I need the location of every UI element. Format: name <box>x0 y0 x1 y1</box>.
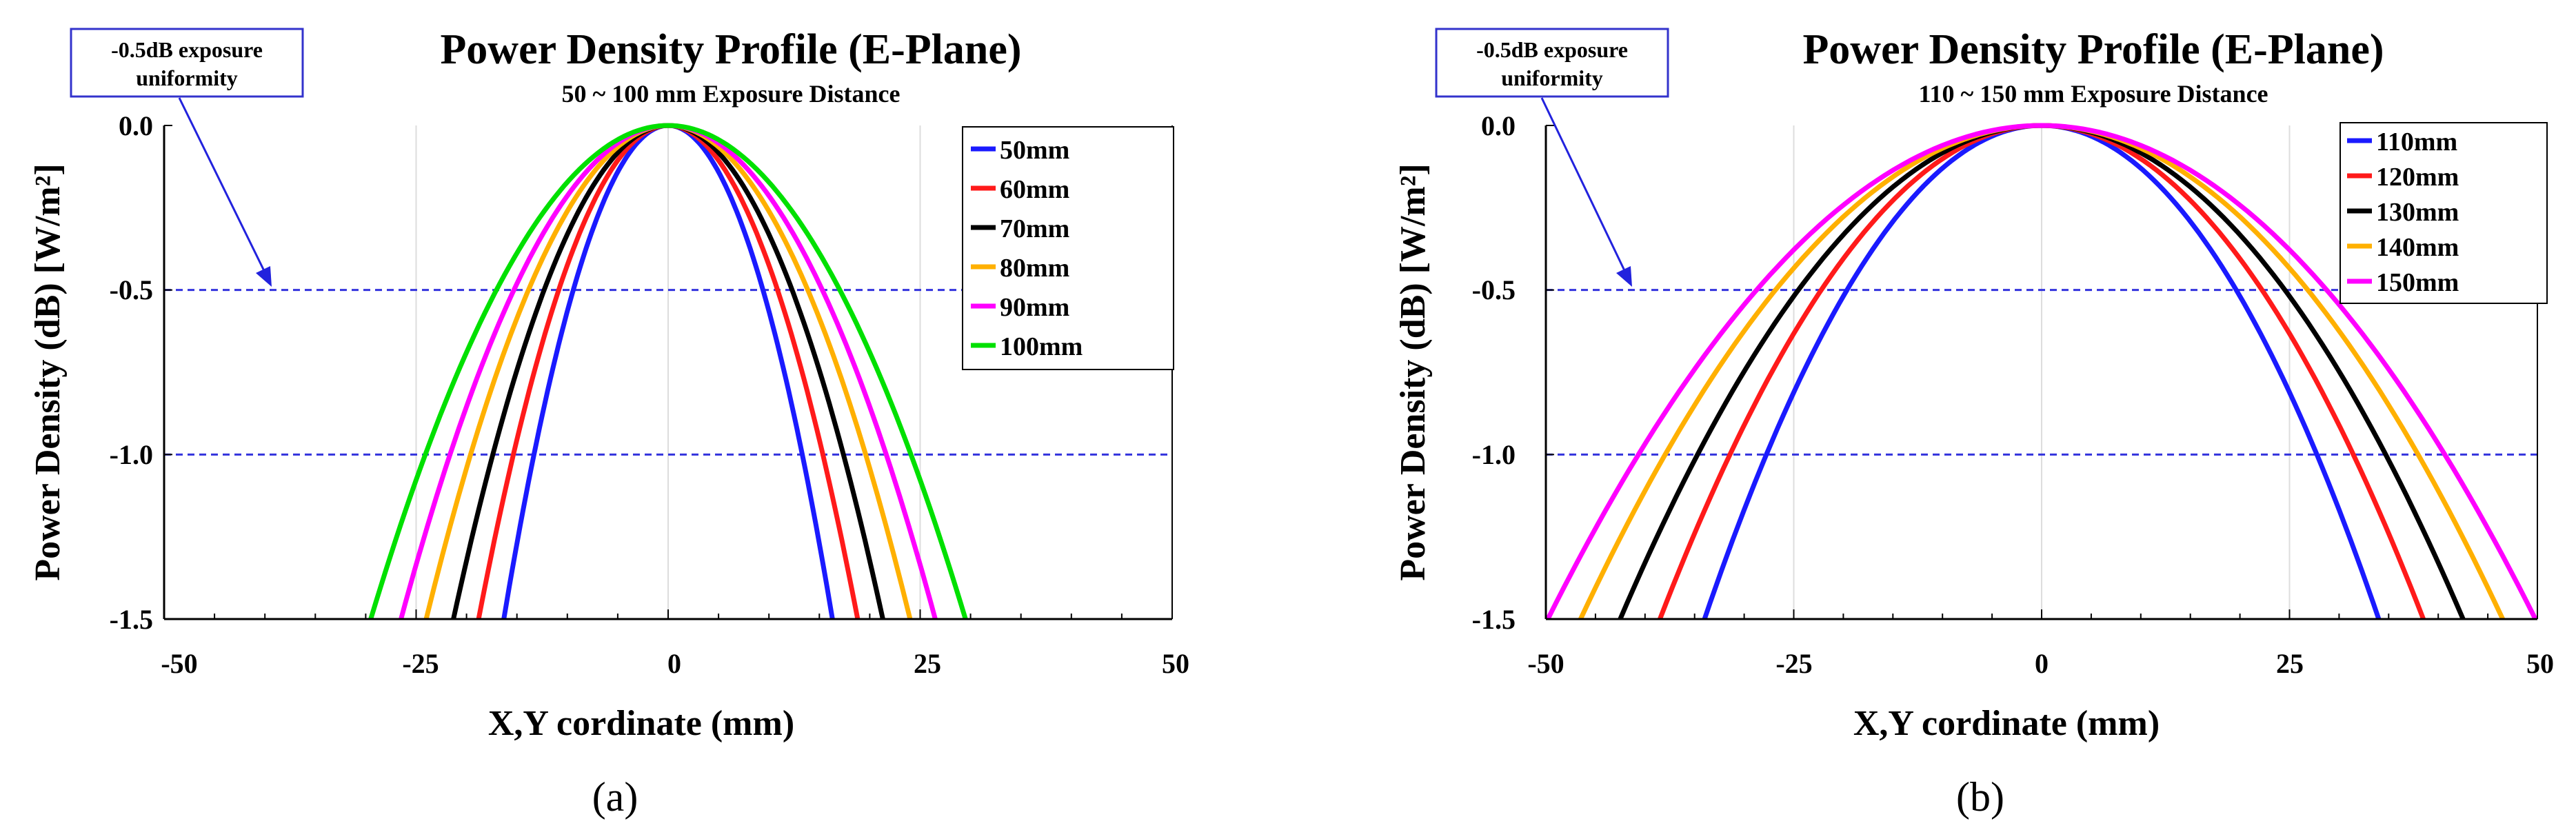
chart-a-series-line-100mm <box>368 123 968 620</box>
chart-b-legend-items: 110mm 120mm 130mm 140mm 150mm <box>2347 128 2459 297</box>
chart-a-caption-open: ( <box>592 774 606 820</box>
chart-b-ytick-1: -0.5 <box>1472 274 1516 305</box>
chart-a-title: Power Density Profile (E-Plane) <box>440 26 1021 73</box>
chart-b-legend: 110mm 120mm 130mm 140mm 150mm <box>2339 122 2548 304</box>
chart-a-caption-letter: a <box>606 774 625 820</box>
chart-b: Power Density Profile (E-Plane) 110 ~ 15… <box>1393 26 2554 820</box>
chart-b-annotation-arrow-shaft <box>1540 97 1631 281</box>
chart-a-series-lines <box>368 123 968 620</box>
chart-b-xtick-4: 50 <box>2526 648 2554 679</box>
chart-b-xtick-2: 0 <box>2035 648 2049 679</box>
chart-b-xtick-3: 25 <box>2276 648 2304 679</box>
chart-a-xtick-3: 25 <box>914 648 941 679</box>
chart-b-series-lines <box>1545 123 2538 620</box>
chart-a-x-tick-labels: -50 -25 0 25 50 <box>161 648 1189 679</box>
chart-a-legend-label-2: 70mm <box>1000 214 1069 243</box>
chart-a-annotation-box <box>70 28 304 98</box>
chart-a-legend-label-4: 90mm <box>1000 293 1069 322</box>
chart-b-title: Power Density Profile (E-Plane) <box>1802 26 2384 73</box>
chart-b-xtick-0: -50 <box>1527 648 1564 679</box>
chart-b-y-axis-label: Power Density (dB) [W/m²] <box>1393 163 1433 580</box>
chart-b-legend-label-4: 150mm <box>2376 268 2459 297</box>
chart-a-ytick-1: -0.5 <box>110 274 153 305</box>
chart-b-legend-label-2: 130mm <box>2376 198 2459 227</box>
chart-b-xtick-1: -25 <box>1775 648 1812 679</box>
chart-b-caption-close: ) <box>1991 774 2004 820</box>
chart-a-legend-label-3: 80mm <box>1000 254 1069 283</box>
chart-a-annotation-arrowhead <box>256 266 272 287</box>
chart-b-series-line-150mm <box>1545 123 2538 620</box>
chart-a-annotation-line1: -0.5dB exposure <box>111 37 263 62</box>
chart-b-ytick-3: -1.5 <box>1472 604 1516 635</box>
chart-b-annotation-line2: uniformity <box>1501 65 1603 90</box>
chart-a-legend-items: 50mm 60mm 70mm 80mm 90mm 100mm <box>971 136 1083 361</box>
chart-b-x-tick-labels: -50 -25 0 25 50 <box>1527 648 2554 679</box>
chart-a-ytick-0: 0.0 <box>119 110 153 141</box>
chart-b-ytick-0: 0.0 <box>1481 110 1516 141</box>
chart-b-y-tick-labels: 0.0 -0.5 -1.0 -1.5 <box>1472 110 1516 635</box>
chart-a-ytick-2: -1.0 <box>110 439 153 470</box>
chart-a-caption: (a) <box>592 774 638 820</box>
chart-a-annotation-arrow-shaft <box>178 97 270 281</box>
chart-b-legend-box <box>2339 122 2548 304</box>
chart-b-annotation-box <box>1435 28 1669 98</box>
chart-b-caption: (b) <box>1956 774 2004 820</box>
chart-b-annotation-line1: -0.5dB exposure <box>1476 37 1628 62</box>
chart-a-x-axis-label: X,Y cordinate (mm) <box>488 704 794 743</box>
chart-b-caption-letter: b <box>1970 774 1991 820</box>
chart-a-y-axis-label: Power Density (dB) [W/m²] <box>28 163 68 580</box>
chart-a-reference-lines <box>164 289 1172 456</box>
chart-b-subtitle: 110 ~ 150 mm Exposure Distance <box>1918 80 2268 108</box>
chart-a-legend-box <box>962 126 1174 370</box>
chart-b-legend-label-0: 110mm <box>2376 128 2457 156</box>
chart-a-subtitle: 50 ~ 100 mm Exposure Distance <box>561 80 900 108</box>
chart-a-ytick-3: -1.5 <box>110 604 153 635</box>
chart-b-legend-label-1: 120mm <box>2376 163 2459 192</box>
chart-a-xtick-2: 0 <box>667 648 681 679</box>
chart-a-xtick-0: -50 <box>161 648 197 679</box>
chart-a-caption-close: ) <box>624 774 638 820</box>
chart-a-xtick-1: -25 <box>402 648 439 679</box>
chart-b-x-axis-label: X,Y cordinate (mm) <box>1853 704 2160 743</box>
chart-a-xtick-4: 50 <box>1162 648 1189 679</box>
chart-b-ytick-2: -1.0 <box>1472 439 1516 470</box>
chart-a-legend-label-5: 100mm <box>1000 332 1083 361</box>
chart-b-legend-label-3: 140mm <box>2376 233 2459 262</box>
chart-a-legend: 50mm 60mm 70mm 80mm 90mm 100mm <box>962 126 1174 370</box>
chart-b-annotation-arrowhead <box>1616 266 1632 287</box>
chart-a-annotation-line2: uniformity <box>136 65 238 90</box>
chart-a: Power Density Profile (E-Plane) 50 ~ 100… <box>28 26 1189 820</box>
chart-a-legend-label-0: 50mm <box>1000 136 1069 165</box>
chart-a-legend-label-1: 60mm <box>1000 175 1069 204</box>
chart-b-caption-open: ( <box>1956 774 1970 820</box>
chart-b-annotation: -0.5dB exposure uniformity <box>1435 28 1669 287</box>
chart-a-y-tick-labels: 0.0 -0.5 -1.0 -1.5 <box>110 110 153 635</box>
chart-a-annotation: -0.5dB exposure uniformity <box>70 28 304 287</box>
